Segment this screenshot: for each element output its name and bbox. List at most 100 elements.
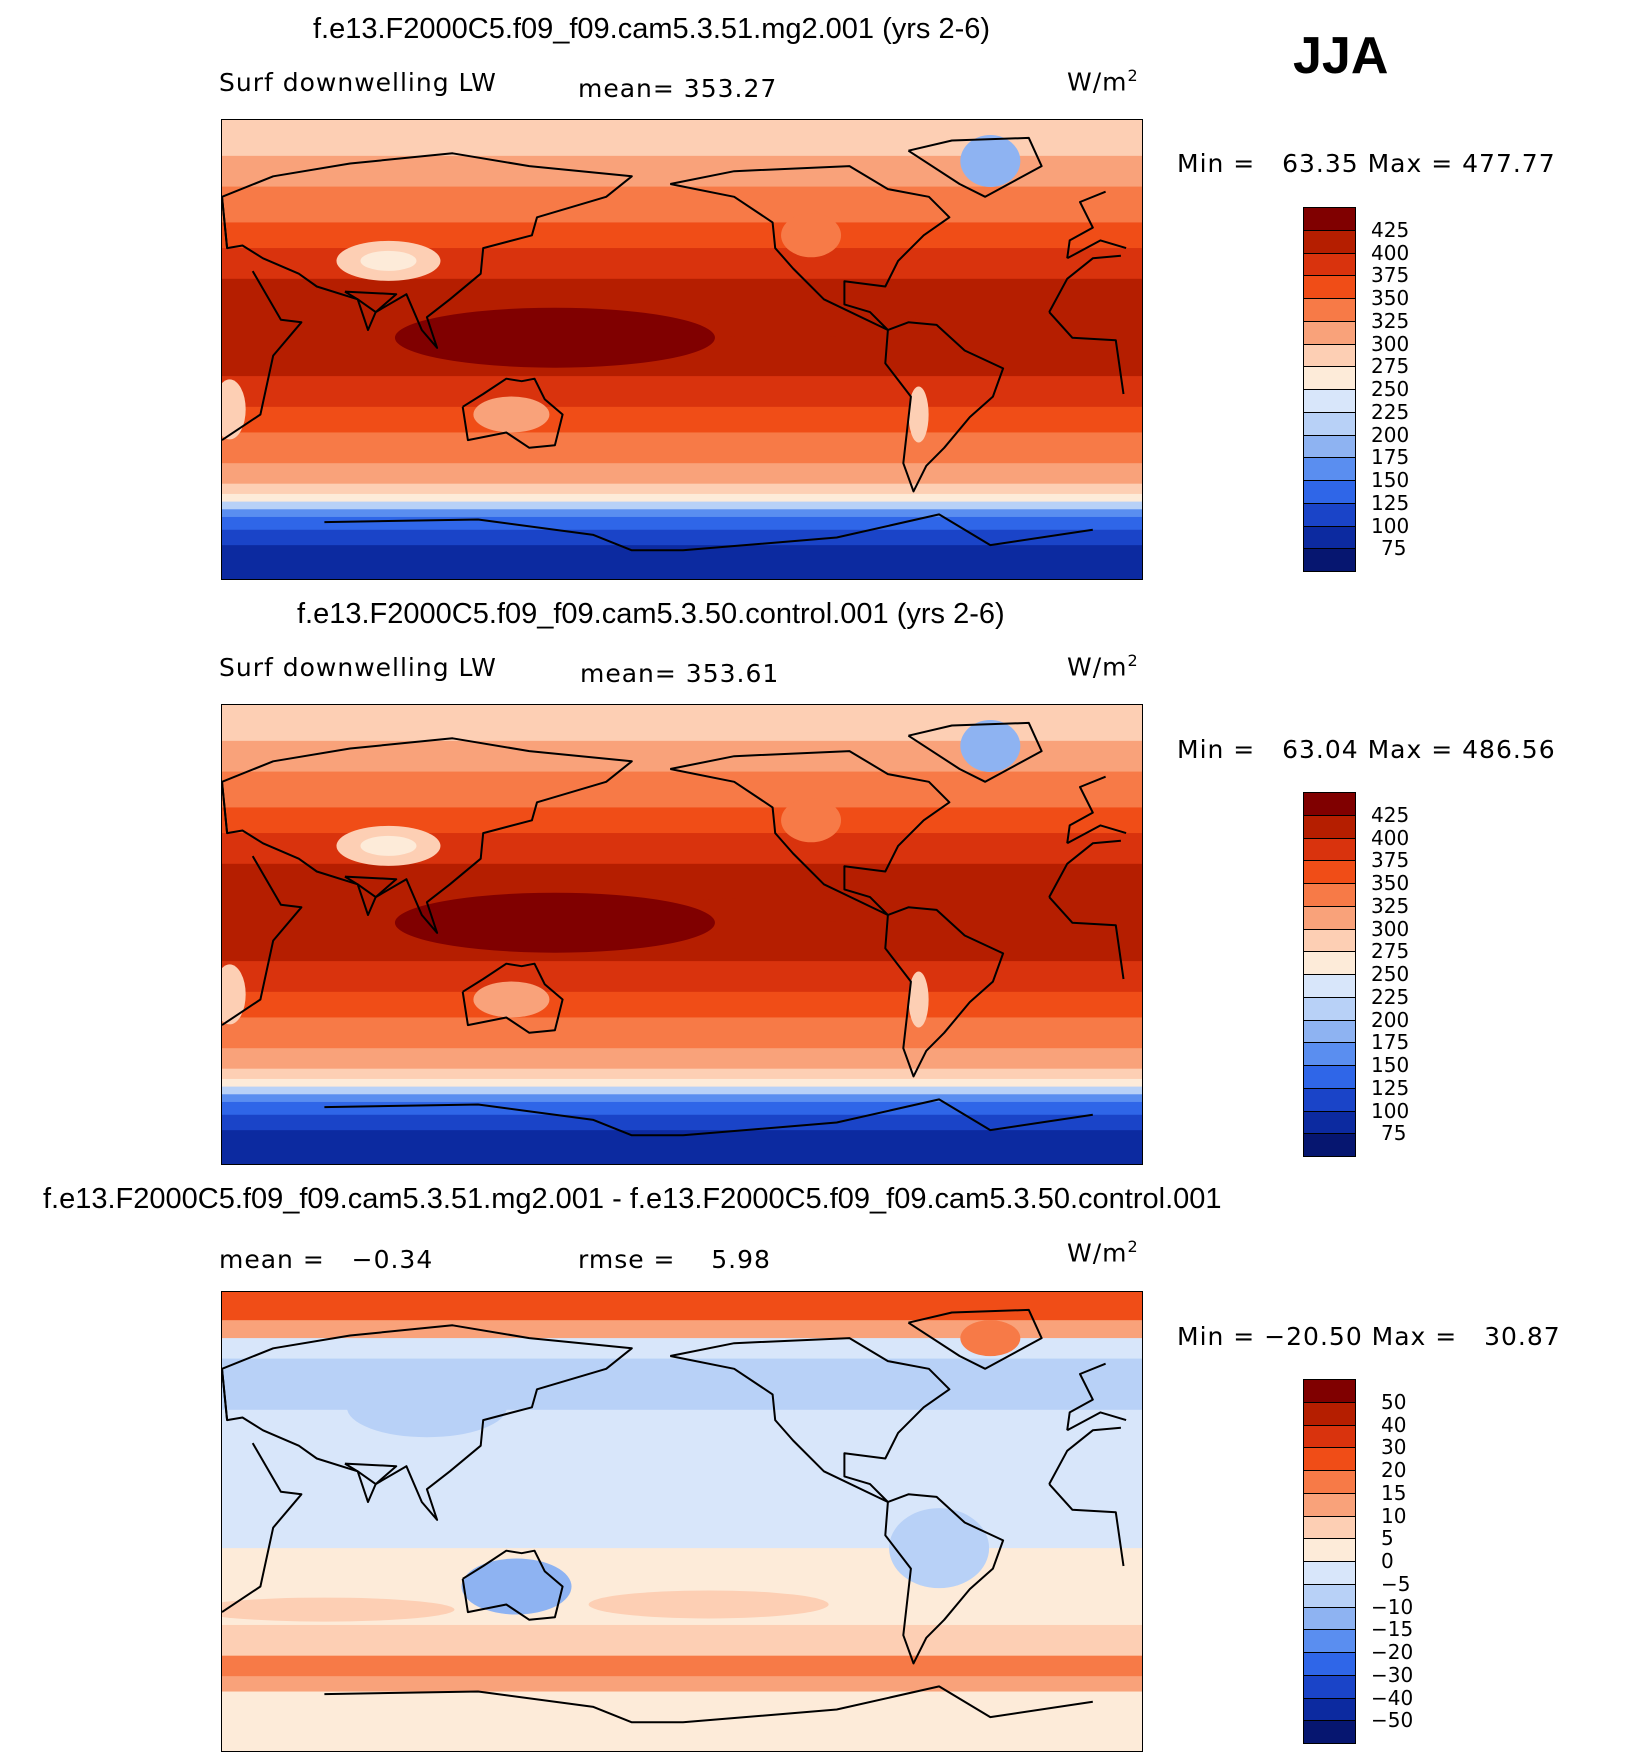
colorbar-tick-label: 100 bbox=[1371, 513, 1410, 538]
colorbar-tick-label: 400 bbox=[1371, 825, 1410, 850]
colorbar-box bbox=[1303, 1447, 1356, 1471]
field-feature bbox=[908, 386, 929, 443]
colorbar-tick-label: 30 bbox=[1381, 1435, 1407, 1460]
colorbar-tick-label: −40 bbox=[1371, 1685, 1414, 1710]
colorbar-box bbox=[1303, 883, 1356, 907]
colorbar-tick-label: 200 bbox=[1371, 422, 1410, 447]
colorbar-box bbox=[1303, 1561, 1356, 1585]
colorbar-box bbox=[1303, 1515, 1356, 1540]
colorbar-tick-label: 275 bbox=[1371, 939, 1410, 964]
coastline-africa bbox=[222, 254, 1125, 441]
field-feature bbox=[960, 719, 1021, 772]
colorbar-box bbox=[1303, 1019, 1356, 1044]
colorbar-tick-label: 325 bbox=[1371, 308, 1410, 333]
field-feature bbox=[473, 396, 550, 433]
panel-3-rmse: rmse = 5.98 bbox=[578, 1245, 771, 1274]
colorbar-box bbox=[1303, 1065, 1356, 1089]
colorbar-tick-label: 350 bbox=[1371, 286, 1410, 310]
colorbar-tick-label: 175 bbox=[1371, 1030, 1410, 1055]
field-band bbox=[222, 186, 1142, 223]
panel-2-title: f.e13.F2000C5.f09_f09.cam5.3.50.control.… bbox=[297, 598, 1005, 630]
colorbar-tick-label: 125 bbox=[1371, 1075, 1410, 1100]
colorbar-box bbox=[1303, 1538, 1356, 1562]
panel-1-units: W/m2 bbox=[1067, 66, 1139, 97]
field-band bbox=[222, 483, 1142, 495]
coastline-namerica bbox=[670, 1337, 951, 1503]
coastline-india_pen bbox=[344, 1462, 398, 1503]
field-feature bbox=[360, 250, 417, 271]
field-feature bbox=[960, 134, 1021, 187]
field-band bbox=[222, 493, 1142, 503]
colorbar-box bbox=[1303, 814, 1356, 839]
coastline-australia bbox=[461, 1549, 564, 1621]
panel-2-variable: Surf downwelling LW bbox=[219, 653, 497, 682]
colorbar-box bbox=[1303, 974, 1356, 998]
panel-2-mean: mean= 353.61 bbox=[580, 659, 780, 688]
colorbar-tick-label: 50 bbox=[1381, 1389, 1407, 1414]
panel-1-colorbar: 425 400 375 350 325 300 275 250 225 200 175 150 125 1… bbox=[1303, 207, 1443, 572]
field-band bbox=[222, 1114, 1142, 1131]
colorbar-tick-label: −15 bbox=[1371, 1617, 1414, 1642]
colorbar-tick-label: 275 bbox=[1371, 354, 1410, 379]
field-feature bbox=[473, 981, 550, 1018]
panel-2-map bbox=[221, 704, 1143, 1165]
field-band bbox=[222, 1086, 1142, 1095]
colorbar-tick-label: 40 bbox=[1381, 1412, 1407, 1437]
coastline-europe_w bbox=[222, 190, 1127, 260]
field-band bbox=[222, 509, 1142, 518]
colorbar-box bbox=[1303, 951, 1356, 975]
coastline-antarctica bbox=[324, 513, 1093, 552]
colorbar-tick-label: 75 bbox=[1381, 1121, 1407, 1146]
panel-1-mean: mean= 353.27 bbox=[578, 74, 778, 103]
panel-3-mean: mean = −0.34 bbox=[219, 1245, 434, 1274]
field-band bbox=[222, 406, 1142, 433]
map-field-svg bbox=[222, 1292, 1142, 1751]
colorbar-box bbox=[1303, 502, 1356, 527]
field-band bbox=[222, 516, 1142, 531]
colorbar-box bbox=[1303, 860, 1356, 884]
coastline-antarctica bbox=[324, 1685, 1093, 1724]
colorbar-box bbox=[1303, 1424, 1356, 1449]
field-band bbox=[222, 463, 1142, 485]
colorbar-box bbox=[1303, 1042, 1356, 1066]
field-band bbox=[222, 1048, 1142, 1070]
coastline-africa bbox=[222, 1426, 1125, 1613]
colorbar-tick-label: 75 bbox=[1381, 536, 1407, 561]
colorbar-tick-label: 425 bbox=[1371, 802, 1410, 827]
field-band bbox=[222, 529, 1142, 546]
colorbar-tick-label: 100 bbox=[1371, 1098, 1410, 1123]
colorbar-tick-label: 375 bbox=[1371, 263, 1410, 288]
colorbar-box bbox=[1303, 996, 1356, 1021]
coastline-eurasia bbox=[222, 737, 633, 934]
panel-3-minmax: Min = −20.50 Max = 30.87 bbox=[1177, 1322, 1561, 1351]
field-band bbox=[222, 1101, 1142, 1116]
colorbar-box bbox=[1303, 792, 1356, 816]
field-feature bbox=[346, 1377, 507, 1438]
panel-1-title: f.e13.F2000C5.f09_f09.cam5.3.51.mg2.001 … bbox=[313, 13, 991, 45]
coastline-greenland bbox=[907, 721, 1043, 783]
field-feature bbox=[461, 1558, 572, 1615]
colorbar-tick-label: 150 bbox=[1371, 468, 1410, 492]
field-band bbox=[222, 1655, 1142, 1677]
colorbar-box bbox=[1303, 457, 1356, 481]
colorbar-box bbox=[1303, 1379, 1356, 1403]
coastline-eurasia bbox=[222, 1324, 633, 1521]
colorbar-box bbox=[1303, 320, 1356, 345]
colorbar-box bbox=[1303, 837, 1356, 862]
colorbar-box bbox=[1303, 252, 1356, 277]
field-feature bbox=[889, 1508, 990, 1589]
colorbar-box bbox=[1303, 905, 1356, 930]
colorbar-box bbox=[1303, 1401, 1356, 1426]
colorbar-box bbox=[1303, 411, 1356, 436]
colorbar-box bbox=[1303, 1110, 1356, 1135]
colorbar-box bbox=[1303, 1652, 1356, 1676]
coastline-samerica bbox=[884, 321, 1005, 493]
field-feature bbox=[360, 835, 417, 856]
field-band bbox=[222, 771, 1142, 808]
field-feature bbox=[781, 213, 842, 258]
colorbar-tick-label: −5 bbox=[1381, 1571, 1411, 1596]
colorbar-box bbox=[1303, 480, 1356, 504]
panel-2-minmax: Min = 63.04 Max = 486.56 bbox=[1177, 735, 1556, 764]
colorbar-tick-label: 20 bbox=[1381, 1458, 1407, 1482]
coastline-antarctica bbox=[324, 1098, 1093, 1137]
